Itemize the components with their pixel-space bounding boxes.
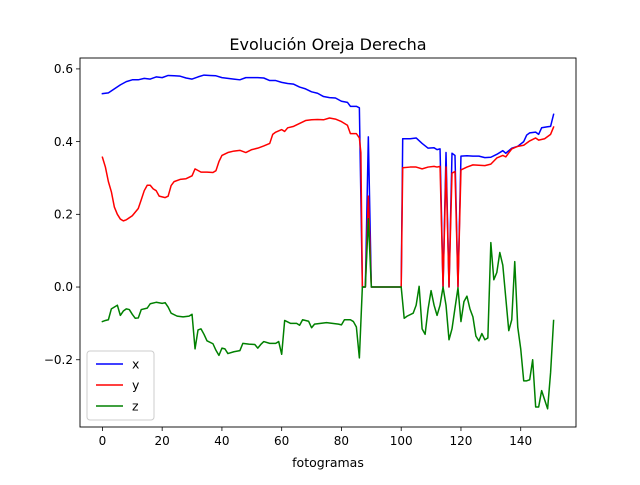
x-tick-label: 100 [390, 434, 413, 448]
series-layer [101, 74, 555, 410]
y-tick-label: 0.0 [54, 280, 73, 294]
series-line-z [101, 217, 555, 410]
x-tick-label: 40 [214, 434, 229, 448]
chart-title: Evolución Oreja Derecha [229, 35, 426, 54]
y-tick-label: 0.4 [54, 135, 73, 149]
legend-label-y: y [132, 378, 140, 393]
y-tick-label: −0.2 [44, 353, 73, 367]
plot-frame [79, 57, 577, 428]
x-axis-label: fotogramas [292, 455, 364, 470]
y-tick-label: 0.2 [54, 208, 73, 222]
x-tick-label: 0 [99, 434, 107, 448]
x-tick-label: 20 [155, 434, 170, 448]
x-tick-label: 60 [274, 434, 289, 448]
legend: xyz [86, 350, 155, 421]
series-line-x [101, 74, 555, 288]
x-tick-label: 140 [509, 434, 532, 448]
x-tick-label: 120 [450, 434, 473, 448]
legend-label-x: x [132, 357, 139, 372]
y-tick-label: 0.6 [54, 62, 73, 76]
y-axis: −0.2 0.0 0.2 0.4 0.6 [44, 62, 80, 367]
series-line-y [101, 117, 555, 288]
x-axis: 0 20 40 60 80 100 120 140 [99, 427, 532, 448]
x-tick-label: 80 [334, 434, 349, 448]
legend-label-z: z [132, 399, 139, 414]
